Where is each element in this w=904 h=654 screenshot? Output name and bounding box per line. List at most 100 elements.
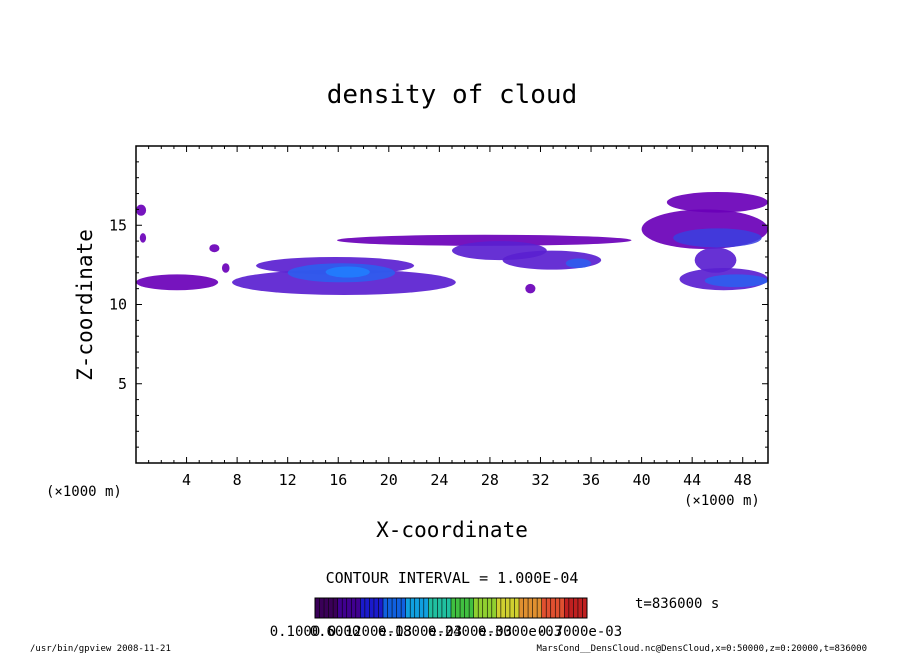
colorbar-cell (537, 598, 542, 618)
footer-left: /usr/bin/gpview 2008-11-21 (30, 644, 171, 654)
colorbar-cell (478, 598, 483, 618)
colorbar-cell (405, 598, 411, 618)
cloud-region-0 (136, 204, 147, 216)
colorbar-cell (428, 598, 433, 618)
colorbar-cell (487, 598, 492, 618)
colorbar-cell (455, 598, 461, 618)
x-tick-label: 20 (380, 471, 398, 489)
x-tick-label: 12 (279, 471, 297, 489)
cloud-region-17 (694, 247, 737, 273)
colorbar-label: 0.1200e-03 (328, 624, 412, 640)
colorbar-cell (509, 598, 515, 618)
cloud-region-9 (336, 234, 632, 246)
colorbar-cell (451, 598, 456, 618)
x-tick-label: 32 (531, 471, 549, 489)
colorbar-cell (446, 598, 451, 618)
colorbar-cell (573, 598, 578, 618)
colorbar-cell (346, 598, 352, 618)
colorbar-cell (383, 598, 388, 618)
colorbar-cell (568, 598, 574, 618)
time-label: t=836000 s (635, 596, 719, 612)
colorbar-cell (378, 598, 383, 618)
colorbar-cell (419, 598, 424, 618)
x-unit-right: (×1000 m) (684, 493, 760, 509)
colorbar-cell (355, 598, 361, 618)
colorbar-cell (351, 598, 356, 618)
cloud-region-2 (136, 274, 219, 291)
colorbar-cell (564, 598, 569, 618)
colorbar-label: 0.3000e-03 (478, 624, 562, 640)
colorbar-cell (519, 598, 524, 618)
colorbar-label: 0.6000 (310, 624, 361, 640)
x-tick-label: 36 (582, 471, 600, 489)
colorbar-cell (423, 598, 429, 618)
colorbar-cell (500, 598, 506, 618)
cloud-region-13 (525, 283, 536, 294)
colorbar-cell (582, 598, 587, 618)
colorbar-cell (546, 598, 551, 618)
colorbar-cell (342, 598, 347, 618)
colorbar-cell (491, 598, 497, 618)
colorbar-cell (555, 598, 560, 618)
colorbar-cell (364, 598, 370, 618)
colorbar-cell (410, 598, 415, 618)
colorbar-cell (432, 598, 438, 618)
x-tick-label: 8 (233, 471, 242, 489)
colorbar-cell (360, 598, 365, 618)
colorbar-cell (464, 598, 470, 618)
colorbar-cell (373, 598, 379, 618)
colorbar-cell (392, 598, 397, 618)
colorbar-cell (337, 598, 343, 618)
colorbar-label: 0.1000 (270, 624, 321, 640)
colorbar-cell (401, 598, 406, 618)
x-tick-label: 4 (182, 471, 191, 489)
x-tick-label: 24 (430, 471, 448, 489)
colorbar-cell (396, 598, 402, 618)
colorbar-cell (324, 598, 329, 618)
colorbar-cell (532, 598, 538, 618)
colorbar-cell (482, 598, 488, 618)
y-tick-label: 5 (118, 375, 127, 393)
colorbar-cell (387, 598, 393, 618)
x-tick-label: 44 (683, 471, 701, 489)
colorbar-cell (315, 598, 320, 618)
x-unit-left: (×1000 m) (46, 484, 122, 500)
y-axis-label: Z-coordinate (73, 229, 97, 381)
cloud-region-12 (565, 258, 592, 269)
colorbar-cell (441, 598, 447, 618)
colorbar (314, 598, 587, 618)
colorbar-cell (414, 598, 420, 618)
cloud-region-16 (673, 228, 762, 248)
colorbar-cell (523, 598, 529, 618)
colorbar-cell (541, 598, 547, 618)
colorbar-cell (333, 598, 338, 618)
x-axis-label: X-coordinate (376, 518, 528, 542)
cloud-region-15 (666, 191, 768, 213)
cloud-region-8 (325, 266, 370, 278)
colorbar-label: 0.2400e-03 (428, 624, 512, 640)
x-tick-label: 40 (633, 471, 651, 489)
colorbar-label: 0.7000e-03 (538, 624, 622, 640)
cloud-region-4 (221, 263, 230, 273)
x-tick-label: 28 (481, 471, 499, 489)
x-tick-label: 48 (734, 471, 752, 489)
colorbar-cell (328, 598, 334, 618)
cloud-region-1 (139, 233, 147, 243)
x-tick-label: 16 (329, 471, 347, 489)
colorbar-cell (559, 598, 565, 618)
colorbar-cell (319, 598, 325, 618)
colorbar-cell (496, 598, 501, 618)
colorbar-cell (473, 598, 479, 618)
chart-title: density of cloud (327, 80, 577, 110)
colorbar-cell (460, 598, 465, 618)
y-tick-label: 10 (109, 296, 127, 314)
footer-right: MarsCond__DensCloud.nc@DensCloud,x=0:500… (536, 644, 867, 654)
colorbar-cell (528, 598, 533, 618)
colorbar-labels: 0.10000.60000.1200e-030.1800e-030.2400e-… (270, 624, 622, 640)
colorbar-cell (369, 598, 374, 618)
cloud-region-3 (209, 244, 220, 253)
colorbar-cell (505, 598, 510, 618)
colorbar-cell (550, 598, 556, 618)
